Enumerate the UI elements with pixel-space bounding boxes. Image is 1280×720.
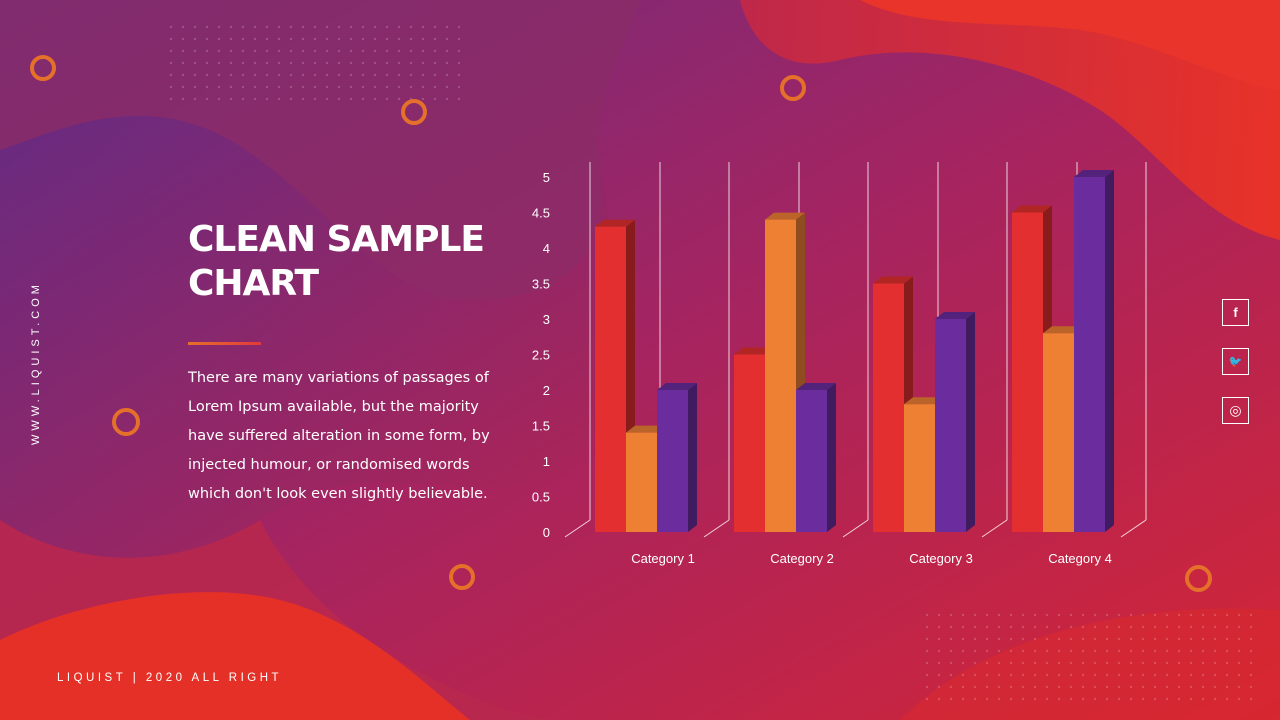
y-tick-label: 5 bbox=[543, 170, 550, 185]
x-tick-label: Category 3 bbox=[909, 551, 973, 566]
bar bbox=[935, 319, 966, 532]
y-tick-label: 3 bbox=[543, 312, 550, 327]
y-tick-label: 2.5 bbox=[532, 348, 550, 363]
y-tick-label: 0.5 bbox=[532, 490, 550, 505]
twitter-icon: 🐦 bbox=[1228, 356, 1243, 368]
footer-copyright: LIQUIST | 2020 ALL RIGHT bbox=[57, 672, 283, 684]
floor-line bbox=[981, 519, 1008, 538]
y-tick-label: 1.5 bbox=[532, 419, 550, 434]
bar-top bbox=[873, 276, 913, 284]
bar-top bbox=[765, 212, 805, 220]
bar-side bbox=[966, 312, 975, 532]
website-url: WWW.LIQUIST.COM bbox=[30, 281, 42, 445]
floor-line bbox=[842, 519, 869, 538]
bar bbox=[904, 404, 935, 532]
instagram-button[interactable]: ◎ bbox=[1222, 397, 1249, 424]
decorative-ring-icon bbox=[112, 408, 140, 436]
bar-side bbox=[1105, 170, 1114, 532]
bar bbox=[1043, 333, 1074, 532]
y-tick-label: 4 bbox=[543, 241, 550, 256]
bar bbox=[873, 283, 904, 532]
bar bbox=[626, 432, 657, 532]
bar-top bbox=[935, 312, 975, 319]
decorative-ring-icon bbox=[780, 75, 806, 101]
bar-top bbox=[734, 347, 774, 355]
decorative-ring-icon bbox=[449, 564, 475, 590]
y-tick-label: 3.5 bbox=[532, 277, 550, 292]
decorative-ring-icon bbox=[1185, 565, 1212, 592]
bar-top bbox=[595, 219, 635, 227]
bar-side bbox=[827, 383, 836, 532]
bar bbox=[1074, 177, 1105, 532]
page-title: CLEAN SAMPLE CHART bbox=[188, 219, 485, 304]
bar-top bbox=[796, 383, 836, 390]
y-tick-label: 4.5 bbox=[532, 206, 550, 221]
bar bbox=[657, 390, 688, 532]
bar bbox=[765, 219, 796, 532]
title-divider bbox=[188, 342, 261, 345]
decorative-ring-icon bbox=[401, 99, 427, 125]
instagram-icon: ◎ bbox=[1229, 402, 1242, 418]
x-tick-label: Category 1 bbox=[631, 551, 695, 566]
y-tick-label: 2 bbox=[543, 383, 550, 398]
bar bbox=[734, 354, 765, 532]
bar-top bbox=[657, 383, 697, 390]
facebook-button[interactable]: f bbox=[1222, 299, 1249, 326]
bar bbox=[595, 226, 626, 532]
bar-top bbox=[1074, 170, 1114, 177]
x-tick-label: Category 2 bbox=[770, 551, 834, 566]
y-tick-label: 0 bbox=[543, 525, 550, 540]
facebook-icon: f bbox=[1233, 305, 1238, 320]
decorative-ring-icon bbox=[30, 55, 56, 81]
bar-top bbox=[1012, 205, 1052, 213]
bar-chart: 0 0.5 1 1.5 2 2.5 3 3.5 4 4.5 5 Category 1 Category … bbox=[532, 162, 1147, 566]
bar-side bbox=[688, 383, 697, 532]
bar-top bbox=[904, 397, 944, 405]
bar bbox=[1012, 212, 1043, 532]
floor-line bbox=[703, 519, 730, 538]
twitter-button[interactable]: 🐦 bbox=[1222, 348, 1249, 375]
x-tick-label: Category 4 bbox=[1048, 551, 1112, 566]
y-tick-label: 1 bbox=[543, 454, 550, 469]
floor-line bbox=[564, 519, 591, 538]
bar bbox=[796, 390, 827, 532]
bar-top bbox=[1043, 326, 1083, 334]
body-paragraph: There are many variations of passages of… bbox=[188, 370, 490, 502]
bar-top bbox=[626, 425, 666, 433]
floor-line bbox=[1120, 519, 1147, 538]
